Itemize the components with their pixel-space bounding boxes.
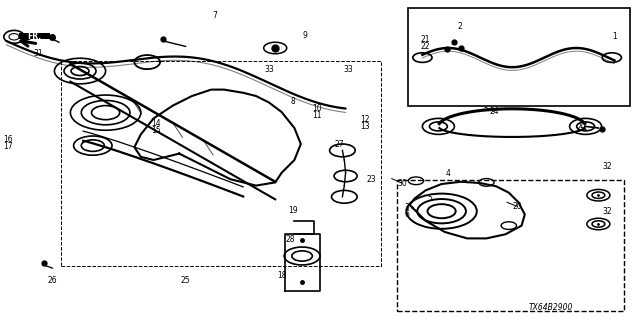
Text: 28: 28 bbox=[285, 235, 294, 244]
Text: 4: 4 bbox=[445, 169, 451, 178]
Text: 19: 19 bbox=[288, 206, 298, 215]
Text: 32: 32 bbox=[602, 162, 612, 171]
Text: 10: 10 bbox=[312, 104, 322, 113]
Text: 3: 3 bbox=[404, 203, 410, 212]
Text: 11: 11 bbox=[312, 111, 321, 120]
Text: 12: 12 bbox=[360, 115, 369, 124]
Text: 33: 33 bbox=[343, 65, 353, 74]
Bar bbox=[19, 33, 50, 39]
Text: 31: 31 bbox=[33, 49, 44, 58]
Text: 26: 26 bbox=[47, 276, 58, 285]
Text: 23: 23 bbox=[366, 175, 376, 184]
Text: 20: 20 bbox=[512, 202, 522, 211]
Text: 27: 27 bbox=[334, 140, 344, 149]
Text: 18: 18 bbox=[277, 271, 286, 280]
Text: 24: 24 bbox=[489, 107, 499, 116]
Text: 1: 1 bbox=[612, 32, 617, 41]
Text: 5: 5 bbox=[427, 194, 432, 203]
Text: 6: 6 bbox=[404, 210, 410, 219]
Text: 22: 22 bbox=[421, 42, 430, 51]
Text: 33: 33 bbox=[264, 65, 274, 74]
Text: 9: 9 bbox=[302, 31, 307, 40]
Text: 7: 7 bbox=[212, 12, 217, 20]
Text: 30: 30 bbox=[397, 179, 407, 188]
Text: 32: 32 bbox=[602, 207, 612, 216]
Text: 15: 15 bbox=[151, 126, 161, 135]
Text: 17: 17 bbox=[3, 142, 13, 151]
Text: FR.: FR. bbox=[28, 32, 42, 41]
Text: TX64B2900: TX64B2900 bbox=[528, 303, 573, 312]
Bar bbox=[397, 180, 624, 311]
Text: 16: 16 bbox=[3, 135, 13, 144]
Text: 13: 13 bbox=[360, 122, 370, 131]
Text: 14: 14 bbox=[151, 119, 161, 128]
Bar bbox=[408, 8, 630, 106]
Text: 21: 21 bbox=[421, 35, 430, 44]
Bar bbox=[61, 61, 381, 266]
Text: 2: 2 bbox=[457, 22, 462, 31]
Text: 29: 29 bbox=[576, 123, 586, 132]
Text: 25: 25 bbox=[180, 276, 191, 285]
Text: 8: 8 bbox=[291, 97, 296, 106]
